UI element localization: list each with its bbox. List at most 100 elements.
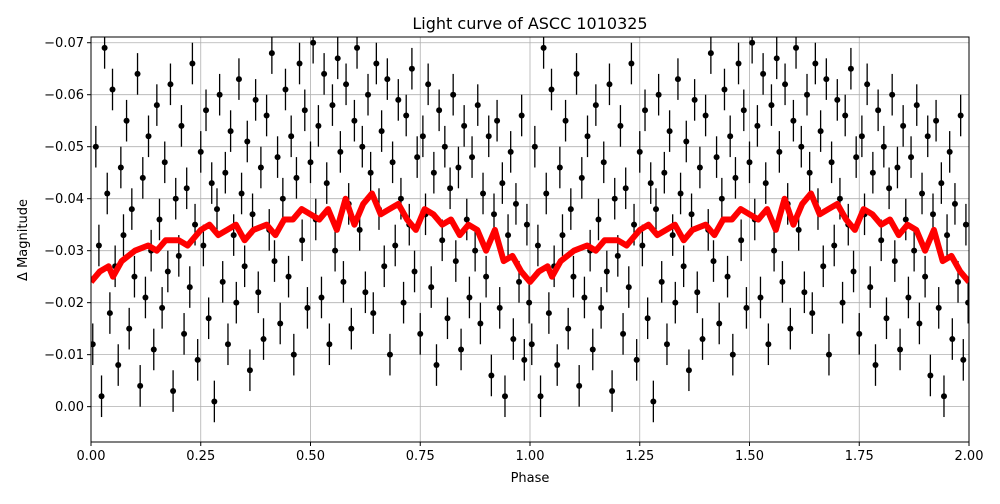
x-tick-label: 0.25: [186, 449, 215, 464]
data-point: [809, 310, 816, 317]
data-point: [869, 169, 876, 176]
data-point: [674, 76, 681, 83]
data-point: [208, 180, 215, 187]
x-tick-label: 1.25: [625, 449, 654, 464]
data-point: [842, 112, 849, 119]
data-point: [839, 299, 846, 306]
data-point: [469, 154, 476, 161]
data-point: [395, 96, 402, 103]
y-tick-label: −0.03: [44, 244, 84, 259]
data-point: [365, 91, 372, 98]
data-point: [120, 232, 127, 239]
data-point: [669, 232, 676, 239]
data-point: [197, 148, 204, 155]
data-point: [801, 289, 808, 296]
data-point: [219, 278, 226, 285]
data-point: [880, 143, 887, 150]
data-point: [466, 294, 473, 301]
data-point: [356, 226, 363, 233]
data-point: [477, 320, 484, 327]
data-point: [696, 164, 703, 171]
plot-content: [91, 37, 969, 423]
y-axis-label: Δ Magnitude: [16, 199, 31, 281]
data-point: [433, 362, 440, 369]
data-point: [189, 60, 196, 67]
data-point: [367, 169, 374, 176]
data-point: [631, 221, 638, 228]
data-point: [540, 44, 547, 51]
y-tick-label: −0.04: [44, 192, 84, 207]
data-point: [246, 367, 253, 374]
data-point: [740, 107, 747, 114]
data-point: [230, 232, 237, 239]
data-point: [872, 362, 879, 369]
data-point: [496, 304, 503, 311]
data-point: [930, 211, 937, 218]
x-axis-label: Phase: [511, 471, 550, 486]
data-point: [288, 133, 295, 140]
data-point: [573, 70, 580, 77]
data-point: [554, 362, 561, 369]
data-point: [521, 356, 528, 363]
data-point: [831, 242, 838, 249]
data-point: [213, 206, 220, 213]
data-point: [699, 336, 706, 343]
data-point: [389, 159, 396, 166]
data-point: [505, 232, 512, 239]
data-point: [186, 284, 193, 291]
data-point: [161, 159, 168, 166]
data-point: [666, 128, 673, 135]
data-point: [806, 169, 813, 176]
data-point: [962, 221, 969, 228]
data-point: [175, 252, 182, 259]
data-point: [543, 190, 550, 197]
data-point: [92, 143, 99, 150]
data-point: [636, 148, 643, 155]
data-point: [946, 148, 953, 155]
data-point: [633, 356, 640, 363]
data-point: [960, 356, 967, 363]
data-point: [323, 180, 330, 187]
data-point: [472, 247, 479, 254]
data-point: [512, 200, 519, 207]
data-point: [913, 102, 920, 109]
data-point: [159, 304, 166, 311]
data-point: [419, 133, 426, 140]
data-point: [164, 268, 171, 275]
data-point: [878, 237, 885, 244]
data-point: [900, 122, 907, 129]
data-point: [263, 112, 270, 119]
data-point: [886, 185, 893, 192]
data-point: [611, 195, 618, 202]
data-point: [672, 299, 679, 306]
data-point: [825, 351, 832, 358]
data-point: [296, 60, 303, 67]
data-point: [109, 86, 116, 93]
data-point: [167, 81, 174, 88]
data-point: [403, 112, 410, 119]
data-point: [488, 372, 495, 379]
data-point: [581, 294, 588, 301]
data-point: [768, 102, 775, 109]
data-point: [455, 164, 462, 171]
data-point: [935, 304, 942, 311]
data-point: [762, 180, 769, 187]
data-point: [949, 336, 956, 343]
data-point: [760, 70, 767, 77]
data-point: [444, 315, 451, 322]
data-point: [334, 55, 341, 62]
data-point: [257, 164, 264, 171]
data-point: [351, 117, 358, 124]
data-point: [170, 388, 177, 395]
x-tick-label: 0.50: [296, 449, 325, 464]
data-point: [428, 284, 435, 291]
x-tick-label: 0.00: [77, 449, 106, 464]
data-point: [274, 154, 281, 161]
data-point: [578, 174, 585, 181]
data-point: [447, 185, 454, 192]
data-point: [91, 341, 96, 348]
data-point: [134, 70, 141, 77]
data-point: [332, 247, 339, 254]
data-point: [765, 341, 772, 348]
data-point: [688, 211, 695, 218]
